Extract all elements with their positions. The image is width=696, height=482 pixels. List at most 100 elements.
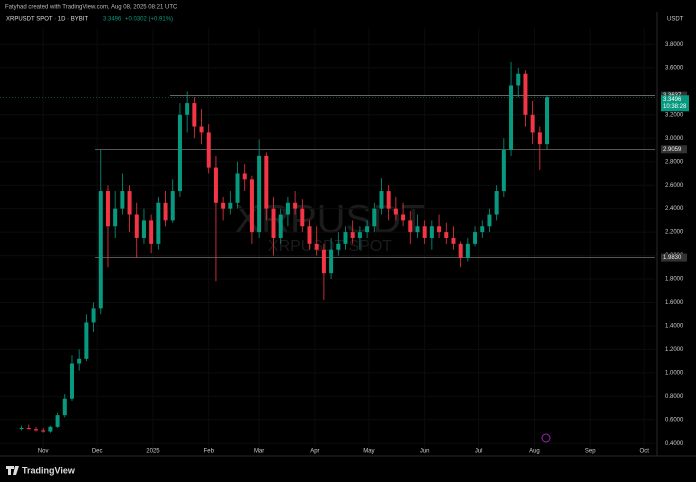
candle-body <box>451 237 456 244</box>
candle-body <box>523 73 528 115</box>
candle-body <box>228 202 233 209</box>
y-tick-label: 1.8000 <box>665 277 684 283</box>
last-price-label: 3.3496 <box>663 97 682 103</box>
last-price-tag <box>661 95 689 112</box>
candle-body <box>415 226 420 233</box>
candle-body <box>343 232 348 244</box>
candle-body <box>98 191 103 309</box>
candle-body <box>84 322 89 359</box>
candle-body <box>149 220 154 244</box>
candle-body <box>422 226 427 238</box>
candle-body <box>314 243 319 250</box>
candle-body <box>285 202 290 215</box>
candle-body <box>293 202 298 209</box>
candle-body <box>336 243 341 250</box>
candle-body <box>19 428 24 430</box>
x-tick-label: Jul <box>475 449 483 455</box>
candle-body <box>350 232 355 238</box>
candle-body <box>48 426 53 432</box>
candle-body <box>372 208 377 227</box>
candle-body <box>249 179 254 233</box>
candle-body <box>307 226 312 244</box>
y-tick-label: 2.2000 <box>665 230 684 236</box>
y-tick-label: 3.6000 <box>665 65 684 71</box>
y-tick-label: 3.2000 <box>665 112 684 118</box>
watermark: XRPUSDT <box>234 198 425 242</box>
candle-body <box>271 208 276 238</box>
candle-body <box>206 132 211 168</box>
candle-body <box>329 249 334 274</box>
candle-body <box>192 103 197 127</box>
candle-body <box>537 132 542 145</box>
candle-body <box>444 232 449 238</box>
candle-body <box>365 226 370 233</box>
candle-body <box>321 249 326 274</box>
candle-body <box>77 358 82 364</box>
y-tick-label: 1.2000 <box>665 347 684 353</box>
candle-body <box>264 155 269 209</box>
logo: TradingView <box>22 465 76 475</box>
y-tick-label: 0.4000 <box>665 441 684 447</box>
candle-body <box>185 103 190 115</box>
logo-icon <box>6 466 19 475</box>
candle-body <box>393 208 398 215</box>
symbol: XRPUSDT SPOT · 1D · BYBIT <box>6 17 88 23</box>
y-tick-label: 0.8000 <box>665 394 684 400</box>
candle-body <box>177 114 182 192</box>
candle-body <box>429 226 434 238</box>
candle-body <box>141 220 146 238</box>
candle-body <box>120 191 125 209</box>
x-tick-label: Oct <box>640 449 650 455</box>
candle-body <box>69 363 74 399</box>
candle-body <box>105 191 110 227</box>
candle-body <box>494 191 499 215</box>
y-tick-label: 3.0000 <box>665 136 684 142</box>
x-tick-label: Aug <box>529 449 540 455</box>
candle-body <box>516 73 521 86</box>
y-tick-label: 1.0000 <box>665 370 684 376</box>
candle-body <box>33 429 38 431</box>
candle-body <box>62 398 67 416</box>
candle-body <box>501 150 506 192</box>
candle-body <box>357 232 362 238</box>
x-tick-label: Dec <box>92 449 103 455</box>
candle-body <box>257 155 262 233</box>
countdown: 10:38:28 <box>663 104 687 110</box>
x-tick-label: May <box>363 449 374 455</box>
candle-body <box>379 191 384 209</box>
candle-body <box>242 173 247 180</box>
candle-body <box>437 226 442 233</box>
candle-body <box>509 85 514 150</box>
candle-body <box>545 97 550 145</box>
candle-body <box>386 191 391 209</box>
x-tick-label: Sep <box>585 449 596 455</box>
x-tick-label: 2025 <box>146 449 160 455</box>
candle-body <box>127 191 132 215</box>
level-tag <box>661 145 687 154</box>
candle-body <box>41 430 46 432</box>
candle-body <box>278 214 283 238</box>
x-tick-label: Mar <box>254 449 264 455</box>
candle-body <box>487 214 492 227</box>
x-tick-label: Nov <box>38 449 49 455</box>
y-tick-label: 2.4000 <box>665 206 684 212</box>
currency: USDT <box>667 17 684 23</box>
y-tick-label: 0.6000 <box>665 417 684 423</box>
level-label: 2.9059 <box>663 147 682 153</box>
y-tick-label: 2.8000 <box>665 159 684 165</box>
level-tag <box>661 253 687 262</box>
candle-body <box>235 173 240 203</box>
candle-body <box>91 308 96 323</box>
level-label: 1.9830 <box>663 255 682 261</box>
candle-body <box>213 167 218 203</box>
candle-body <box>199 126 204 133</box>
change: +0.0302 (+0.91%) <box>125 17 173 23</box>
candle-body <box>113 208 118 227</box>
event-icon[interactable] <box>541 433 551 443</box>
candle-body <box>300 208 305 227</box>
x-tick-label: Feb <box>204 449 215 455</box>
y-tick-label: 3.8000 <box>665 42 684 48</box>
candle-body <box>530 114 535 133</box>
